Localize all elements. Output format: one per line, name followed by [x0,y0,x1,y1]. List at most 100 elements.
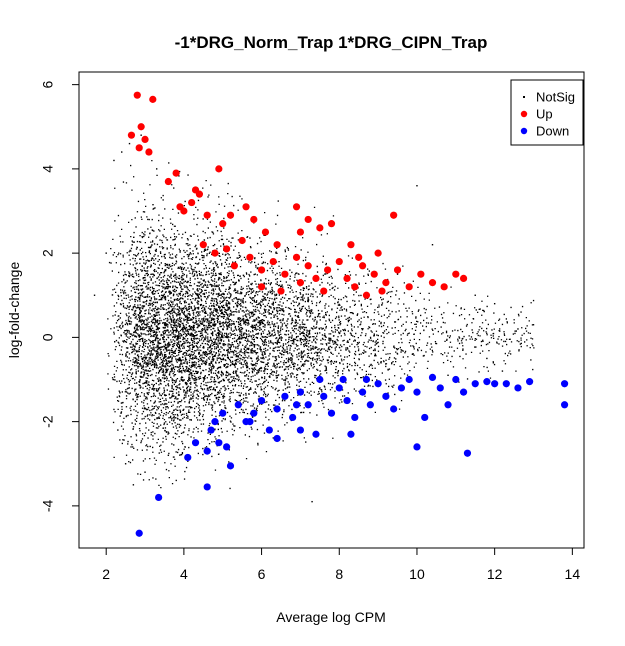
point-notsig [474,294,476,296]
point-up [405,283,413,291]
point-up [428,279,437,287]
point-down [257,396,266,405]
series-notsig [93,134,535,503]
x-axis: 2 4 6 8 10 12 14 [102,547,580,582]
legend-label-down: Down [536,124,569,139]
x-axis-label: Average log CPM [276,609,385,625]
point-up [355,253,363,261]
point-down [374,380,382,388]
point-up [440,283,448,291]
point-up [226,211,235,219]
point-down [421,413,429,422]
point-down [312,430,320,438]
point-down [362,375,371,384]
point-up [296,279,305,287]
point-up [242,203,250,211]
point-down [234,401,242,409]
point-down [246,418,254,426]
point-down [343,396,351,405]
point-up [312,274,320,283]
point-down [203,483,211,491]
point-down [215,439,223,447]
point-up [304,215,312,224]
point-down [471,380,479,388]
point-up [257,266,266,274]
series-up [127,91,468,299]
series-down [135,373,569,537]
point-down [382,392,390,400]
point-down [483,378,491,386]
point-down [155,493,163,502]
point-notsig [132,484,135,486]
legend-marker-notsig [523,96,525,98]
point-down [413,443,421,451]
point-down [502,380,510,388]
point-up [164,177,172,186]
data-points [93,91,569,537]
point-down [526,378,534,386]
point-down [320,392,328,400]
point-up [370,270,378,278]
y-tick-label: 4 [40,165,56,173]
point-notsig [396,273,399,275]
point-up [230,262,238,270]
point-up [358,262,367,270]
point-down [265,426,273,434]
point-down [296,426,305,434]
point-up [327,220,336,228]
point-notsig [311,500,313,503]
y-tick-label: 6 [40,81,56,89]
point-up [250,215,258,224]
point-down [560,401,569,409]
point-down [316,375,324,384]
point-notsig [155,168,158,170]
y-tick-label: 2 [40,249,56,257]
y-tick-label: -4 [40,499,56,512]
point-up [320,287,328,295]
point-up [135,144,143,152]
point-down [184,453,192,462]
point-down [327,409,336,417]
point-down [452,375,460,384]
point-down [560,380,569,388]
point-down [390,405,398,413]
point-notsig [117,429,119,431]
point-up [223,245,231,253]
point-notsig [447,374,449,376]
legend-label-up: Up [536,107,553,122]
point-up [199,241,207,249]
point-down [207,426,215,434]
point-up [211,249,219,257]
point-notsig [113,159,115,162]
point-up [195,190,204,198]
point-up [362,291,371,299]
point-up [393,266,402,274]
point-up [141,135,149,143]
point-up [304,262,312,270]
point-down [491,380,499,388]
point-up [292,253,301,261]
point-up [133,91,141,99]
point-up [351,283,359,291]
point-notsig [493,302,496,305]
notsig-cloud [107,160,535,490]
point-notsig [416,185,418,187]
chart-title: -1*DRG_Norm_Trap 1*DRG_CIPN_Trap [175,33,488,52]
notsig-points [107,160,535,490]
point-up [277,287,285,295]
point-notsig [93,294,96,296]
point-down [347,430,355,438]
point-up [246,253,254,261]
point-notsig [144,471,146,473]
point-notsig [517,328,519,330]
point-down [226,462,235,470]
point-up [149,95,157,103]
point-up [269,257,277,266]
point-up [180,207,188,215]
point-down [211,418,219,426]
point-up [281,270,289,278]
point-up [172,169,180,177]
point-down [405,375,413,384]
point-up [296,228,305,236]
point-notsig [105,252,107,254]
